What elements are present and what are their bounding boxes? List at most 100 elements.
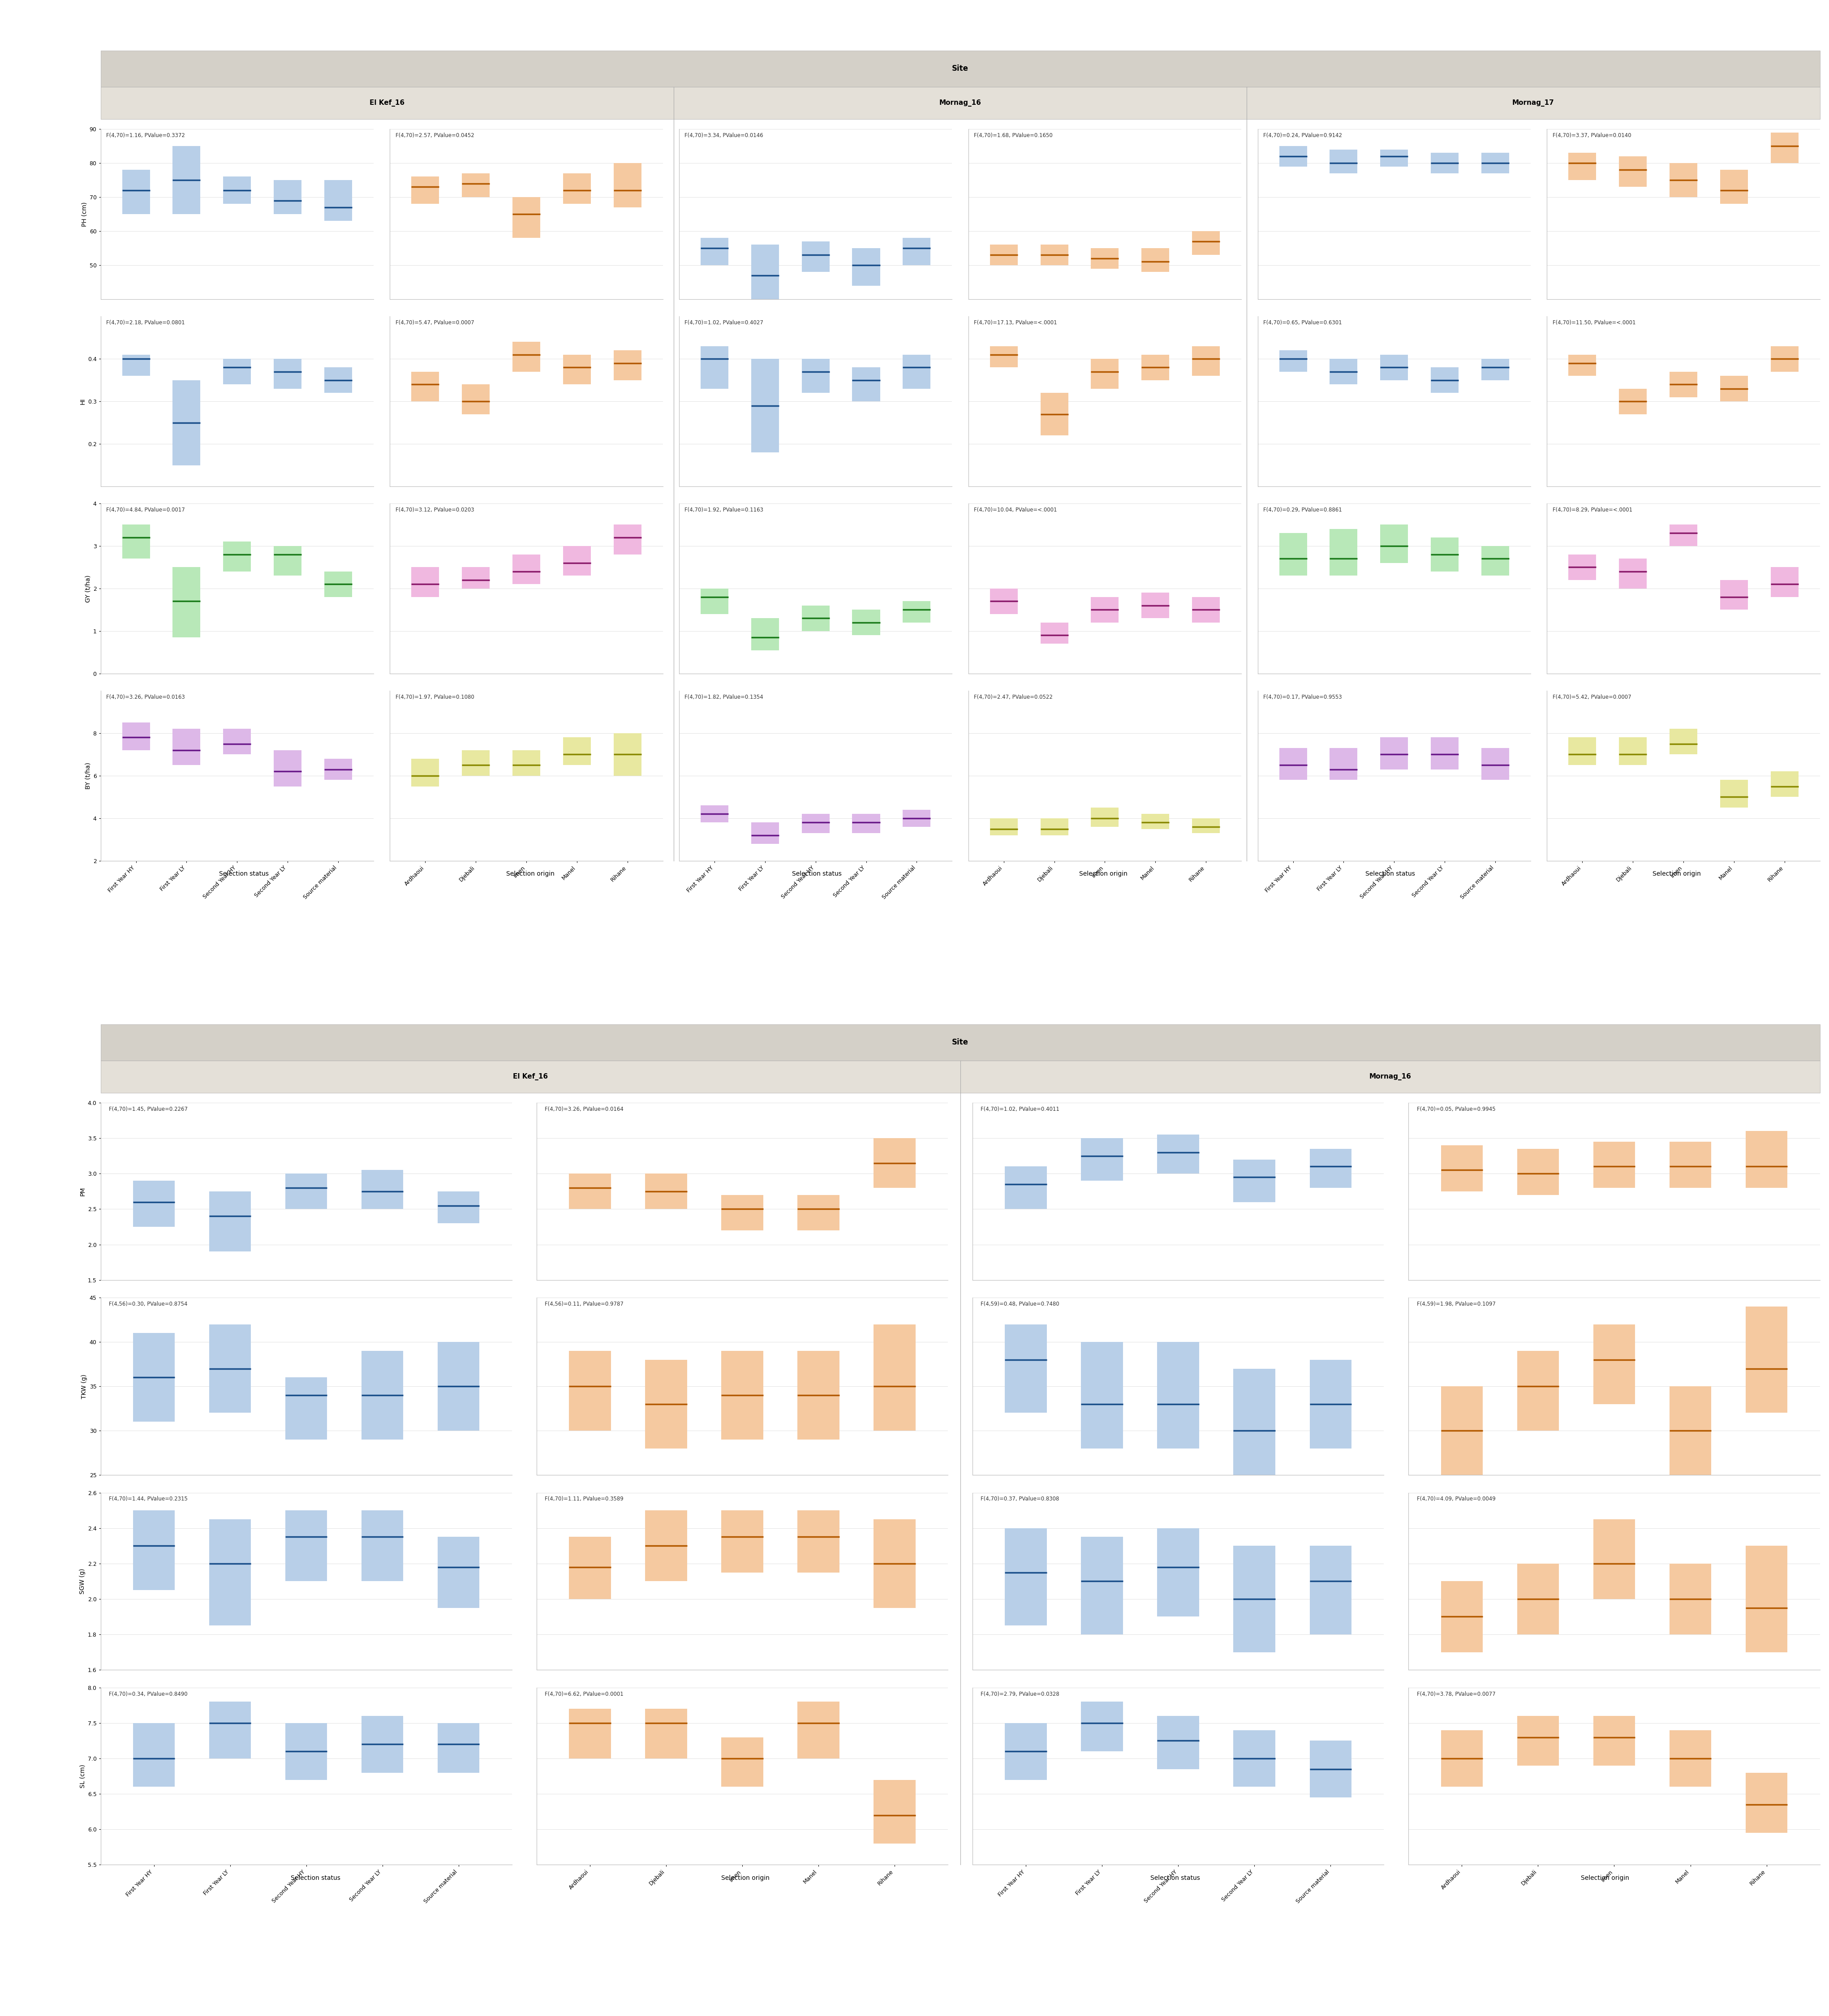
- Text: Selection origin: Selection origin: [721, 1875, 770, 1881]
- Bar: [463, 566, 490, 589]
- Bar: [1004, 1167, 1046, 1210]
- Bar: [721, 1351, 763, 1439]
- Bar: [134, 1333, 176, 1421]
- Bar: [1081, 1536, 1123, 1635]
- Bar: [613, 163, 642, 208]
- Bar: [874, 1139, 916, 1187]
- Text: El Kef_16: El Kef_16: [369, 99, 404, 107]
- Bar: [1090, 808, 1119, 827]
- Bar: [412, 371, 439, 401]
- Bar: [1719, 581, 1749, 609]
- Bar: [801, 242, 830, 272]
- Bar: [1090, 248, 1119, 268]
- Text: Mornag_16: Mornag_16: [940, 99, 980, 107]
- Bar: [209, 1191, 251, 1252]
- Bar: [437, 1724, 479, 1772]
- Bar: [1041, 623, 1068, 643]
- Bar: [569, 1536, 611, 1599]
- Text: F(4,70)=3.26, PValue=0.0164: F(4,70)=3.26, PValue=0.0164: [545, 1107, 624, 1113]
- Bar: [274, 179, 302, 214]
- Bar: [134, 1724, 176, 1786]
- Text: Selection status: Selection status: [291, 1875, 340, 1881]
- Text: F(4,70)=1.97, PValue=0.1080: F(4,70)=1.97, PValue=0.1080: [395, 694, 474, 700]
- Bar: [362, 1716, 404, 1772]
- Bar: [1090, 359, 1119, 389]
- Bar: [1081, 1702, 1123, 1752]
- Bar: [1330, 528, 1357, 577]
- Bar: [512, 198, 540, 238]
- Bar: [1090, 597, 1119, 623]
- Bar: [1745, 1306, 1787, 1413]
- Bar: [123, 722, 150, 750]
- Bar: [1278, 145, 1308, 167]
- Bar: [324, 367, 351, 393]
- Bar: [1593, 1716, 1635, 1766]
- Bar: [801, 814, 830, 833]
- Text: F(4,70)=0.65, PValue=0.6301: F(4,70)=0.65, PValue=0.6301: [1264, 321, 1342, 325]
- Bar: [1516, 1716, 1558, 1766]
- Bar: [1004, 1724, 1046, 1780]
- Text: F(4,70)=6.62, PValue=0.0001: F(4,70)=6.62, PValue=0.0001: [545, 1691, 624, 1697]
- Text: F(4,70)=5.42, PValue=0.0007: F(4,70)=5.42, PValue=0.0007: [1553, 694, 1631, 700]
- Bar: [1041, 393, 1068, 435]
- Bar: [1158, 1528, 1200, 1617]
- Y-axis label: HI: HI: [79, 397, 86, 405]
- Bar: [1670, 1730, 1712, 1786]
- Bar: [1569, 355, 1597, 375]
- Bar: [701, 806, 728, 823]
- Bar: [752, 359, 779, 452]
- Bar: [1430, 538, 1458, 571]
- Bar: [563, 738, 591, 766]
- Bar: [1619, 157, 1646, 187]
- Bar: [1141, 814, 1169, 829]
- Bar: [1381, 355, 1408, 381]
- Bar: [123, 169, 150, 214]
- Bar: [1310, 1546, 1352, 1635]
- Bar: [721, 1195, 763, 1230]
- Bar: [563, 546, 591, 577]
- Bar: [569, 1710, 611, 1758]
- Text: F(4,70)=1.11, PValue=0.3589: F(4,70)=1.11, PValue=0.3589: [545, 1496, 624, 1502]
- Bar: [1593, 1520, 1635, 1599]
- Text: Selection status: Selection status: [219, 871, 269, 877]
- Text: F(4,70)=1.45, PValue=0.2267: F(4,70)=1.45, PValue=0.2267: [108, 1107, 188, 1113]
- Bar: [1670, 1141, 1712, 1187]
- Bar: [134, 1181, 176, 1228]
- Bar: [324, 179, 351, 222]
- Bar: [512, 343, 540, 371]
- Bar: [613, 351, 642, 381]
- Text: Selection origin: Selection origin: [1652, 871, 1701, 877]
- Text: Selection origin: Selection origin: [507, 871, 554, 877]
- Bar: [1158, 1343, 1200, 1447]
- Bar: [797, 1195, 840, 1230]
- Bar: [1745, 1546, 1787, 1653]
- Text: Mornag_16: Mornag_16: [1370, 1073, 1410, 1081]
- Text: F(4,70)=2.79, PValue=0.0328: F(4,70)=2.79, PValue=0.0328: [980, 1691, 1059, 1697]
- Bar: [1141, 355, 1169, 381]
- Bar: [1441, 1387, 1483, 1476]
- Bar: [463, 750, 490, 776]
- Bar: [904, 355, 931, 389]
- Bar: [209, 1325, 251, 1413]
- Text: Selection origin: Selection origin: [1580, 1875, 1630, 1881]
- Bar: [1278, 748, 1308, 780]
- Y-axis label: PH (cm): PH (cm): [80, 202, 88, 226]
- Bar: [437, 1191, 479, 1224]
- Bar: [1619, 558, 1646, 589]
- Text: F(4,70)=0.05, PValue=0.9945: F(4,70)=0.05, PValue=0.9945: [1417, 1107, 1496, 1113]
- Text: F(4,70)=3.37, PValue=0.0140: F(4,70)=3.37, PValue=0.0140: [1553, 133, 1631, 139]
- Bar: [701, 238, 728, 266]
- Y-axis label: PM: PM: [79, 1187, 86, 1195]
- Text: F(4,70)=0.29, PValue=0.8861: F(4,70)=0.29, PValue=0.8861: [1264, 506, 1342, 512]
- Bar: [1310, 1359, 1352, 1447]
- Bar: [324, 758, 351, 780]
- Bar: [801, 605, 830, 631]
- Text: F(4,70)=1.16, PValue=0.3372: F(4,70)=1.16, PValue=0.3372: [106, 133, 185, 139]
- Bar: [1770, 347, 1798, 371]
- Bar: [362, 1351, 404, 1439]
- Bar: [412, 177, 439, 204]
- Text: F(4,70)=17.13, PValue=<.0001: F(4,70)=17.13, PValue=<.0001: [973, 321, 1057, 325]
- Text: F(4,70)=1.02, PValue=0.4011: F(4,70)=1.02, PValue=0.4011: [980, 1107, 1059, 1113]
- Bar: [752, 823, 779, 845]
- Bar: [123, 524, 150, 558]
